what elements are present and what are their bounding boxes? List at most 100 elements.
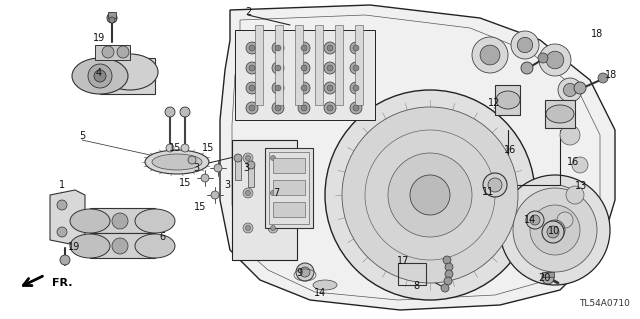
Text: 14: 14 (524, 215, 536, 225)
Text: 19: 19 (68, 242, 80, 252)
Circle shape (546, 51, 564, 69)
Circle shape (327, 65, 333, 71)
Circle shape (246, 190, 250, 196)
Circle shape (247, 161, 255, 169)
Circle shape (271, 226, 275, 231)
Circle shape (243, 188, 253, 198)
Circle shape (271, 155, 275, 160)
Text: 13: 13 (575, 181, 587, 191)
Ellipse shape (496, 91, 520, 109)
Circle shape (572, 157, 588, 173)
Bar (235, 30, 375, 120)
Ellipse shape (145, 150, 209, 174)
Circle shape (560, 125, 580, 145)
Bar (295, 25, 303, 105)
Circle shape (298, 42, 310, 54)
Text: 3: 3 (193, 163, 199, 173)
Circle shape (353, 105, 359, 111)
Circle shape (234, 154, 242, 162)
Text: 5: 5 (79, 131, 85, 141)
Bar (95, 45, 130, 60)
Text: 17: 17 (397, 256, 409, 266)
Text: 19: 19 (93, 33, 105, 43)
Circle shape (300, 267, 310, 277)
Text: FR.: FR. (52, 278, 72, 288)
Circle shape (211, 191, 219, 199)
Circle shape (301, 85, 307, 91)
Ellipse shape (70, 234, 110, 258)
Circle shape (443, 256, 451, 264)
Circle shape (526, 211, 544, 229)
Circle shape (112, 213, 128, 229)
Bar (273, 202, 305, 217)
Bar (335, 25, 343, 105)
Circle shape (445, 270, 453, 278)
Circle shape (246, 82, 258, 94)
Ellipse shape (72, 58, 128, 94)
Bar (545, 100, 575, 128)
Circle shape (249, 65, 255, 71)
Circle shape (102, 46, 114, 58)
Circle shape (324, 42, 336, 54)
Text: TL54A0710: TL54A0710 (579, 299, 630, 308)
Circle shape (246, 102, 258, 114)
Circle shape (327, 85, 333, 91)
Ellipse shape (313, 280, 337, 290)
Bar (273, 180, 305, 195)
Polygon shape (220, 5, 615, 310)
Circle shape (353, 85, 359, 91)
Circle shape (488, 178, 502, 192)
Circle shape (350, 42, 362, 54)
Circle shape (180, 107, 190, 117)
Circle shape (350, 82, 362, 94)
Circle shape (301, 105, 307, 111)
Circle shape (350, 62, 362, 74)
Text: 16: 16 (567, 157, 579, 167)
Text: 18: 18 (605, 70, 617, 80)
Circle shape (275, 105, 281, 111)
Circle shape (117, 46, 129, 58)
Circle shape (350, 102, 362, 114)
Circle shape (268, 223, 278, 233)
Bar (248, 165, 254, 187)
Circle shape (109, 17, 115, 23)
Ellipse shape (70, 209, 110, 233)
Circle shape (521, 62, 533, 74)
Text: 14: 14 (314, 288, 326, 298)
Circle shape (275, 65, 281, 71)
Circle shape (166, 144, 174, 152)
Bar (398, 263, 426, 285)
Circle shape (513, 188, 597, 272)
Circle shape (563, 83, 577, 97)
Circle shape (530, 215, 540, 225)
Text: 15: 15 (169, 143, 181, 153)
Bar (269, 152, 309, 224)
Text: 15: 15 (202, 143, 214, 153)
Ellipse shape (135, 234, 175, 258)
Circle shape (60, 255, 70, 265)
Circle shape (500, 175, 610, 285)
Circle shape (472, 37, 508, 73)
Circle shape (410, 175, 450, 215)
Circle shape (57, 200, 67, 210)
Ellipse shape (546, 105, 574, 123)
Circle shape (480, 45, 500, 65)
Circle shape (342, 107, 518, 283)
Circle shape (557, 212, 573, 228)
Circle shape (558, 78, 582, 102)
Circle shape (542, 221, 564, 243)
Circle shape (296, 263, 314, 281)
Circle shape (107, 13, 117, 23)
Circle shape (545, 220, 565, 240)
Circle shape (530, 205, 580, 255)
Circle shape (249, 45, 255, 51)
Circle shape (201, 174, 209, 182)
Circle shape (324, 62, 336, 74)
Ellipse shape (135, 209, 175, 233)
Bar (542, 272, 554, 277)
Text: 12: 12 (488, 98, 500, 108)
Circle shape (301, 65, 307, 71)
Circle shape (271, 190, 275, 196)
Circle shape (517, 37, 532, 53)
Circle shape (538, 53, 548, 63)
